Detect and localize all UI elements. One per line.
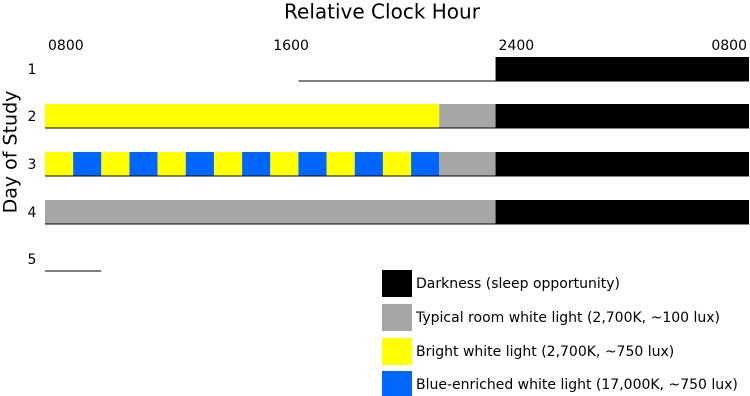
chart-title: Relative Clock Hour [284, 0, 481, 24]
light-segment [439, 152, 496, 176]
light-segment [213, 152, 243, 176]
legend-swatch [382, 338, 412, 365]
light-segment [495, 57, 749, 81]
light-segment [45, 200, 496, 224]
light-segment [185, 152, 214, 176]
legend-label: Darkness (sleep opportunity) [416, 276, 620, 292]
light-segment [129, 152, 158, 176]
light-segment [157, 152, 186, 176]
light-segment [101, 152, 130, 176]
light-segment [270, 152, 299, 176]
day-label: 1 [28, 62, 37, 78]
light-segment [495, 200, 749, 224]
day-label: 4 [28, 205, 37, 221]
light-segment [298, 152, 327, 176]
light-segment [495, 152, 749, 176]
light-segment [382, 152, 412, 176]
x-tick-label: 1600 [273, 38, 309, 54]
legend-swatch [382, 371, 412, 396]
legend-label: Bright white light (2,700K, ~750 lux) [416, 344, 674, 360]
light-segment [354, 152, 383, 176]
day-label: 2 [28, 109, 37, 125]
light-segment [495, 104, 749, 128]
day-label: 3 [28, 157, 37, 173]
light-segment [242, 152, 271, 176]
legend-swatch [382, 270, 412, 297]
light-segment [326, 152, 355, 176]
light-segment [45, 104, 440, 128]
legend-label: Typical room white light (2,700K, ~100 l… [415, 310, 720, 326]
light-segment [439, 104, 496, 128]
legend-swatch [382, 304, 412, 331]
day-label: 5 [28, 252, 37, 268]
x-tick-label: 2400 [499, 38, 535, 54]
legend-label: Blue-enriched white light (17,000K, ~750… [416, 377, 738, 393]
x-tick-label: 0800 [48, 38, 84, 54]
light-segment [73, 152, 102, 176]
y-axis-title: Day of Study [0, 91, 22, 214]
light-segment [411, 152, 440, 176]
light-segment [45, 152, 74, 176]
x-tick-label: 0800 [711, 38, 747, 54]
